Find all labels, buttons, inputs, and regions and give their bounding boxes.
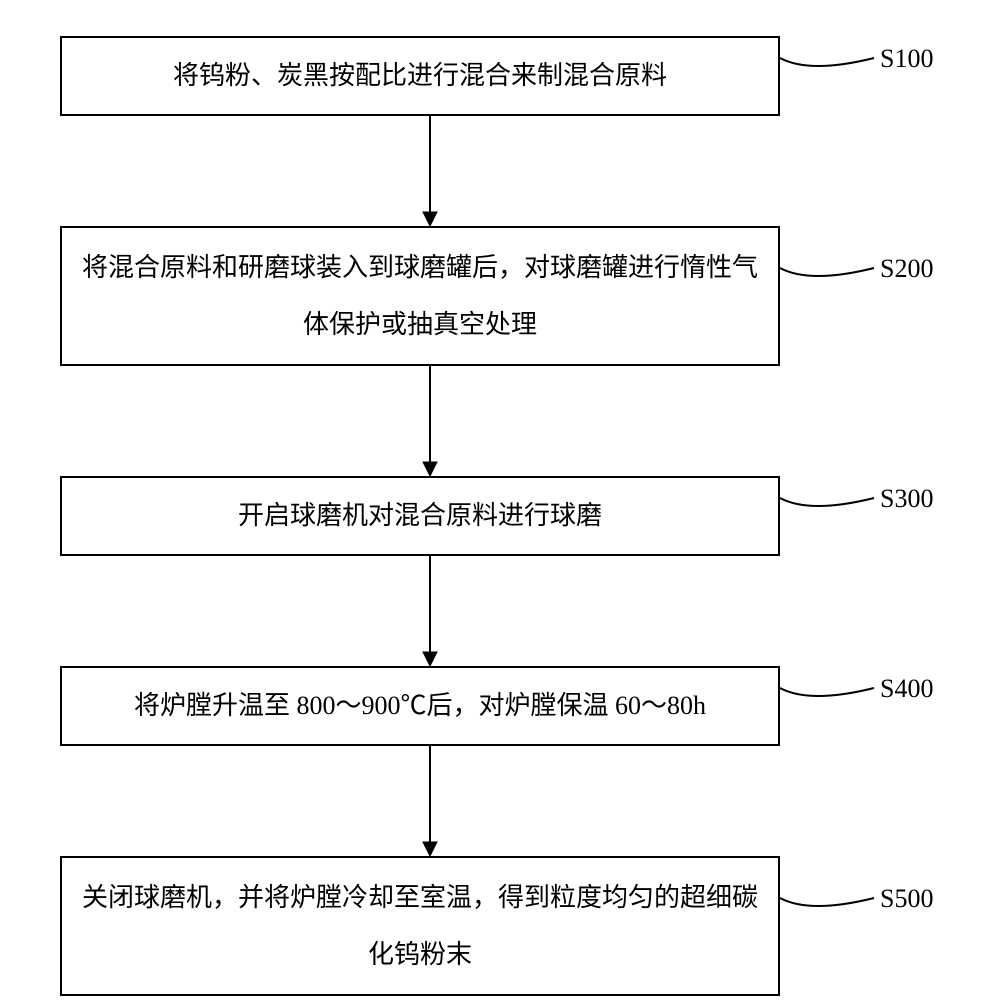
arrow-1 bbox=[420, 116, 440, 226]
arrow-3 bbox=[420, 556, 440, 666]
step-box-s200: 将混合原料和研磨球装入到球磨罐后，对球磨罐进行惰性气体保护或抽真空处理 bbox=[60, 226, 780, 366]
step-label-s400: S400 bbox=[880, 674, 933, 704]
step-box-s300: 开启球磨机对混合原料进行球磨 bbox=[60, 476, 780, 556]
step-label-s500: S500 bbox=[880, 884, 933, 914]
step-text: 将钨粉、炭黑按配比进行混合来制混合原料 bbox=[173, 47, 667, 104]
label-connector-s500 bbox=[780, 884, 880, 914]
step-text: 关闭球磨机，并将炉膛冷却至室温，得到粒度均匀的超细碳化钨粉末 bbox=[82, 869, 758, 983]
step-text: 将混合原料和研磨球装入到球磨罐后，对球磨罐进行惰性气体保护或抽真空处理 bbox=[82, 239, 758, 353]
label-connector-s400 bbox=[780, 674, 880, 704]
label-connector-s100 bbox=[780, 44, 880, 74]
arrow-4 bbox=[420, 746, 440, 856]
flowchart-canvas: 将钨粉、炭黑按配比进行混合来制混合原料 S100 将混合原料和研磨球装入到球磨罐… bbox=[0, 0, 992, 1000]
step-box-s400: 将炉膛升温至 800～900℃后，对炉膛保温 60～80h bbox=[60, 666, 780, 746]
step-label-s300: S300 bbox=[880, 484, 933, 514]
step-label-s200: S200 bbox=[880, 254, 933, 284]
step-box-s500: 关闭球磨机，并将炉膛冷却至室温，得到粒度均匀的超细碳化钨粉末 bbox=[60, 856, 780, 996]
step-text: 开启球磨机对混合原料进行球磨 bbox=[238, 487, 602, 544]
step-text: 将炉膛升温至 800～900℃后，对炉膛保温 60～80h bbox=[134, 677, 706, 734]
step-label-s100: S100 bbox=[880, 44, 933, 74]
arrow-2 bbox=[420, 366, 440, 476]
label-connector-s200 bbox=[780, 254, 880, 284]
step-box-s100: 将钨粉、炭黑按配比进行混合来制混合原料 bbox=[60, 36, 780, 116]
label-connector-s300 bbox=[780, 484, 880, 514]
